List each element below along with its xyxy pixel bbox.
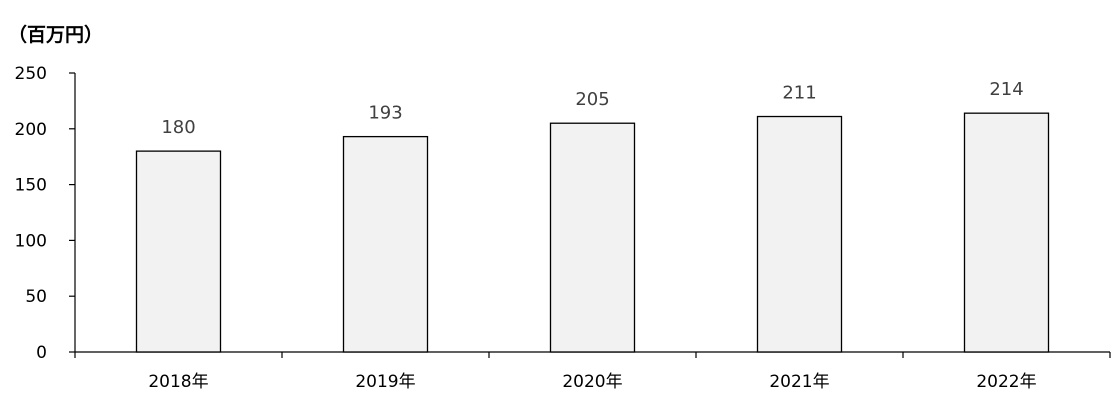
data-label: 211 xyxy=(782,83,816,104)
x-tick-label: 2019年 xyxy=(355,372,415,392)
data-label: 205 xyxy=(575,89,609,110)
bar xyxy=(963,112,1050,353)
x-tick-label: 2020年 xyxy=(562,372,622,392)
bars xyxy=(135,112,1050,353)
y-tick-label: 50 xyxy=(25,287,47,307)
x-tick-label: 2022年 xyxy=(976,372,1036,392)
bar xyxy=(549,122,636,353)
y-tick-label: 0 xyxy=(36,343,47,363)
x-tick-label: 2021年 xyxy=(769,372,829,392)
y-axis-unit-label: （百万円） xyxy=(8,24,104,46)
x-tick-label: 2018年 xyxy=(148,372,208,392)
y-tick-label: 250 xyxy=(15,64,47,84)
y-tick-label: 100 xyxy=(15,231,47,251)
data-labels: 180 193 205 211 214 xyxy=(161,79,1023,138)
tick-labels: 0 50 100 150 200 250 2018年 2019年 2020年 2021年 2022年 xyxy=(15,64,1037,392)
y-tick-label: 150 xyxy=(15,176,47,196)
data-label: 180 xyxy=(161,117,195,138)
bar xyxy=(756,115,843,353)
data-label: 214 xyxy=(989,79,1023,100)
bar xyxy=(342,135,429,353)
y-tick-label: 200 xyxy=(15,120,47,140)
bar xyxy=(135,150,222,353)
data-label: 193 xyxy=(368,103,402,124)
